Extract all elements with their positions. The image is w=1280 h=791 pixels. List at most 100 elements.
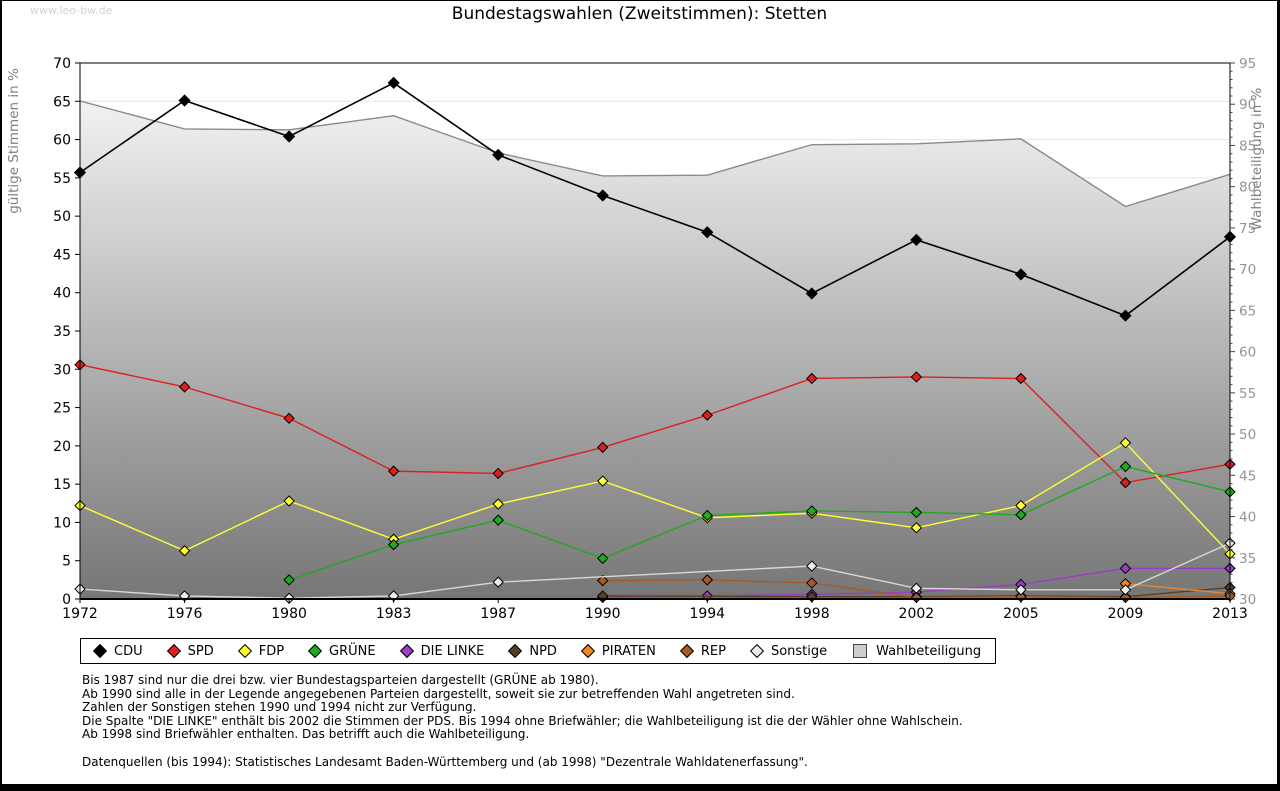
legend-label: DIE LINKE — [420, 643, 485, 659]
data-point-cdu — [282, 130, 296, 143]
legend-square-icon — [853, 644, 868, 658]
legend-item-sonstige: Sonstige — [749, 643, 828, 659]
svg-text:85: 85 — [1239, 138, 1256, 154]
footnote-line: Datenquellen (bis 1994): Statistisches L… — [82, 754, 808, 769]
site-watermark: www.leo-bw.de — [30, 4, 113, 17]
legend-item-cdu: CDU — [92, 643, 143, 659]
svg-text:20: 20 — [53, 439, 71, 455]
chart-title: Bundestagswahlen (Zweitstimmen): Stetten — [451, 4, 828, 24]
data-point-cdu — [1014, 268, 1028, 281]
footnote-line: Bis 1987 sind nur die drei bzw. vier Bun… — [82, 673, 599, 687]
footnote-line: Zahlen der Sonstigen stehen 1990 und 199… — [82, 700, 477, 715]
svg-text:30: 30 — [1239, 592, 1256, 608]
legend-label: CDU — [114, 643, 143, 659]
legend-item-fdp: FDP — [237, 643, 285, 659]
data-point-fdp — [492, 498, 504, 510]
data-point-spd — [283, 412, 295, 424]
svg-text:45: 45 — [1239, 468, 1256, 484]
footnote-line — [82, 742, 963, 756]
svg-text:70: 70 — [53, 56, 71, 72]
legend-diamond-icon — [307, 643, 323, 659]
legend-diamond-icon — [92, 643, 108, 659]
legend-diamond-icon — [399, 643, 414, 659]
legend-label: FDP — [258, 643, 285, 659]
x-tick-label: 1998 — [794, 606, 830, 622]
data-point-spd — [701, 409, 713, 421]
data-point-sonstige — [910, 582, 923, 594]
x-tick-label: 1990 — [585, 606, 621, 622]
data-point-sonstige — [1015, 584, 1027, 596]
svg-text:0: 0 — [62, 592, 71, 608]
data-point-sonstige — [1119, 584, 1132, 596]
svg-text:60: 60 — [1239, 345, 1256, 361]
x-tick-label: 1976 — [167, 606, 203, 622]
svg-text:45: 45 — [53, 247, 71, 263]
series-spd — [74, 358, 1236, 489]
data-point-spd — [492, 467, 504, 480]
legend-diamond-icon — [508, 643, 523, 659]
data-point-gruene — [806, 505, 818, 517]
svg-text:55: 55 — [53, 171, 71, 187]
data-point-cdu — [1119, 309, 1132, 322]
legend-label: Wahlbeteiligung — [876, 643, 982, 659]
data-point-spd — [806, 372, 818, 385]
svg-text:65: 65 — [53, 94, 71, 110]
svg-text:5: 5 — [62, 554, 71, 570]
footnote-line: Die Spalte "DIE LINKE" enthält bis 2002 … — [82, 713, 963, 728]
svg-text:25: 25 — [53, 401, 71, 417]
axes: 0 5 10 15 20 25 30 35 40 45 50 55 60 65 70 30 35 40 45 50 55… — [6, 56, 1265, 622]
data-point-fdp — [910, 522, 923, 534]
svg-text:35: 35 — [53, 324, 71, 340]
svg-text:40: 40 — [53, 286, 71, 302]
data-point-spd — [910, 371, 923, 383]
chart-legend: CDU SPD FDP GRÜNE DIE LINKE NPD PIRATEN REP Sons… — [80, 638, 997, 664]
legend-item-wahlbeteiligung: Wahlbeteiligung — [853, 644, 981, 659]
svg-text:90: 90 — [1239, 97, 1256, 113]
svg-text:70: 70 — [1239, 262, 1256, 278]
data-point-spd — [178, 381, 191, 393]
x-tick-label: 1994 — [689, 606, 725, 622]
svg-text:95: 95 — [1239, 56, 1256, 72]
x-tick-label: 2002 — [899, 606, 935, 622]
data-point-cdu — [910, 233, 923, 246]
legend-label: Sonstige — [770, 643, 828, 659]
x-tick-label: 1983 — [376, 606, 412, 622]
svg-text:60: 60 — [53, 133, 71, 149]
svg-text:35: 35 — [1239, 551, 1256, 567]
series-gruene — [283, 460, 1236, 586]
data-point-cdu — [387, 76, 400, 90]
svg-text:65: 65 — [1239, 303, 1256, 319]
data-point-gruene — [597, 552, 609, 565]
legend-diamond-icon — [749, 643, 765, 659]
legend-label: REP — [700, 643, 726, 659]
data-point-gruene — [1015, 509, 1027, 521]
legend-item-gruene: GRÜNE — [307, 643, 376, 659]
footnote-line: Ab 1998 sind Briefwähler enthalten. Das … — [82, 727, 530, 742]
data-point-fdp — [597, 475, 609, 487]
data-point-spd — [1015, 372, 1027, 385]
data-point-cdu — [701, 226, 714, 239]
data-point-spd — [597, 441, 609, 454]
x-tick-label: 2009 — [1108, 606, 1144, 622]
data-point-spd — [387, 465, 400, 477]
svg-text:80: 80 — [1239, 180, 1256, 196]
data-point-spd — [1119, 476, 1132, 489]
data-point-rep — [806, 577, 818, 589]
data-point-gruene — [492, 514, 504, 526]
series-cdu — [73, 76, 1237, 322]
legend-label: PIRATEN — [601, 643, 656, 659]
data-point-cdu — [178, 94, 191, 107]
data-point-die-linke — [1119, 562, 1132, 575]
data-point-cdu — [805, 287, 818, 300]
legend-diamond-icon — [237, 643, 252, 659]
legend-item-rep: REP — [679, 643, 726, 659]
footnote-line: Ab 1990 sind alle in der Legende angegeb… — [82, 686, 795, 701]
data-point-fdp — [283, 495, 295, 507]
svg-text:75: 75 — [1239, 221, 1256, 237]
x-tick-label: 1980 — [271, 606, 307, 622]
series-sonstige — [74, 537, 1236, 604]
data-point-cdu — [596, 189, 609, 202]
legend-label: SPD — [187, 643, 214, 659]
x-tick-label: 1987 — [480, 606, 516, 622]
